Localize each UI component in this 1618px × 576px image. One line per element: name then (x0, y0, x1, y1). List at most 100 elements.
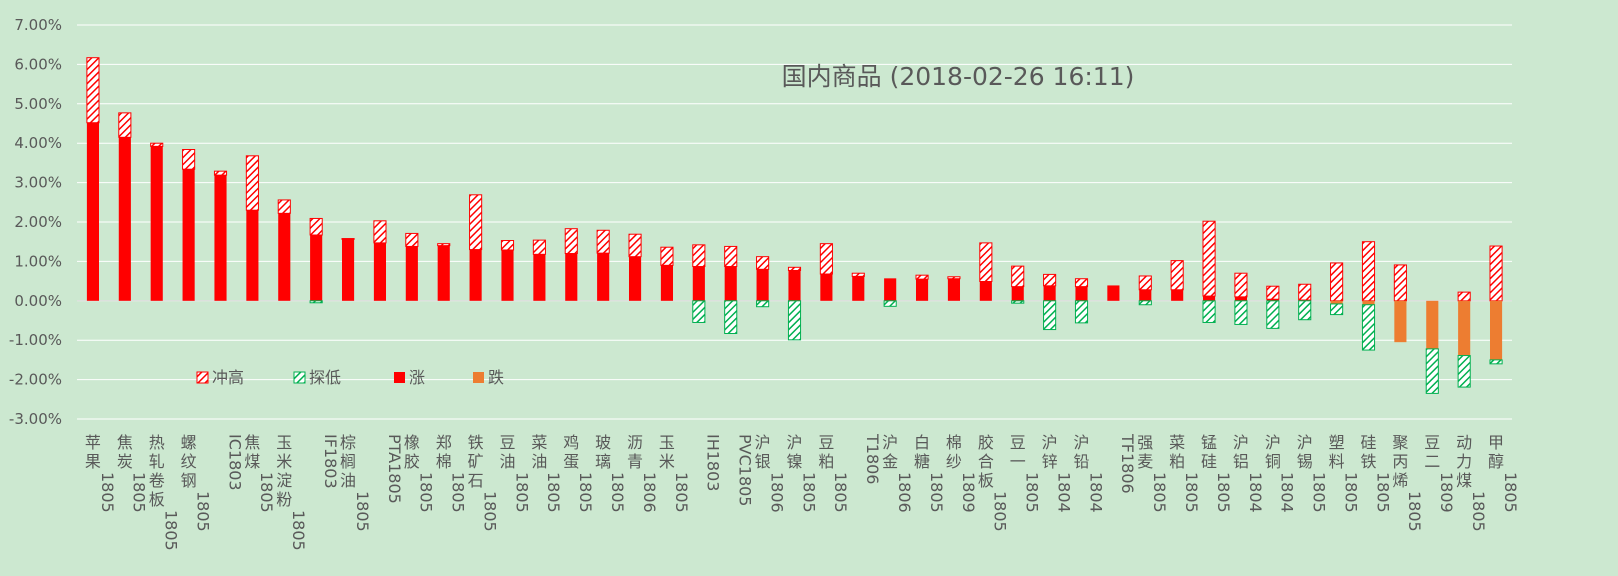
x-tick-label-code: 1805 (480, 491, 499, 532)
x-tick-label-code: 1805 (98, 472, 117, 513)
x-tick-label-code: 1805 (991, 491, 1010, 532)
x-tick-label-code: 1805 (1501, 472, 1520, 513)
x-tick-label-code: TF1806 (1118, 433, 1137, 494)
x-tick-label-code: 1805 (799, 472, 818, 513)
bar-group (532, 239, 546, 301)
bar-group (245, 155, 259, 301)
bar-group (1266, 285, 1280, 329)
bar-group (660, 246, 674, 301)
bar-spike-high (1489, 245, 1503, 302)
bar-spike-high (1298, 283, 1312, 301)
x-tick-label-code: 1805 (1373, 472, 1392, 513)
bar-spike-high (1170, 260, 1184, 291)
bars (86, 57, 1503, 394)
bar-group (1361, 241, 1376, 351)
x-tick-label: 豆油 (499, 433, 515, 471)
legend-label: 探低 (309, 368, 341, 387)
x-tick-label-code: 1805 (289, 510, 308, 551)
y-tick-label: -3.00% (9, 410, 62, 428)
bar-spike-high (118, 112, 132, 138)
x-tick-label: 螺纹钢 (181, 433, 197, 490)
bar-spike-high (245, 155, 259, 211)
bar-group (277, 199, 291, 301)
bar-spike-high (819, 243, 833, 275)
bar-rise (1202, 296, 1216, 301)
bar-rise (724, 266, 737, 301)
bar-dip-low (1330, 303, 1344, 316)
x-tick-label: 豆粕 (818, 433, 834, 471)
x-tick-label: 沪金 (882, 433, 898, 471)
bar-group (883, 278, 897, 307)
bar-group (1425, 300, 1439, 394)
bar-fall (1362, 300, 1375, 305)
x-tick-label-code: 1805 (449, 472, 468, 513)
x-tick-label: 玻璃 (595, 433, 611, 471)
bar-spike-high (532, 239, 546, 255)
bar-spike-high (341, 238, 355, 240)
y-tick-label: 7.00% (14, 16, 62, 34)
bar-spike-high (1266, 285, 1280, 300)
bar-rise (692, 266, 705, 301)
legend-item: 跌 (473, 368, 504, 387)
bar-rise (182, 169, 195, 301)
legend-item: 探低 (293, 368, 341, 387)
bar-group (373, 220, 387, 301)
bar-group (1011, 265, 1025, 304)
bar-group (150, 142, 164, 301)
bar-rise (1234, 296, 1248, 301)
bar-fall (1458, 300, 1471, 356)
bar-spike-high (1393, 264, 1407, 302)
x-tick-label: 沥青 (627, 433, 643, 471)
bar-rise (660, 265, 674, 301)
bar-dip-low (1266, 300, 1280, 329)
bar-spike-high (86, 57, 100, 124)
x-tick-label-code: T1806 (863, 433, 882, 485)
legend-item: 冲高 (196, 368, 244, 387)
bar-spike-high (1330, 262, 1344, 302)
x-tick-label: 沪铅 (1073, 433, 1089, 471)
y-tick-label: 1.00% (14, 252, 62, 270)
bar-group (1107, 285, 1120, 301)
x-tick-label: 橡胶 (404, 433, 420, 471)
bar-rise (118, 137, 131, 301)
bar-spike-high (150, 142, 164, 147)
bar-dip-low (1074, 300, 1089, 324)
x-tick-label-code: 1805 (257, 472, 276, 513)
bar-group (628, 233, 642, 301)
bar-group (819, 243, 833, 301)
bar-rise (979, 281, 992, 301)
bar-group (1457, 291, 1471, 388)
x-tick-label: 沪铜 (1265, 433, 1281, 471)
bar-group (947, 276, 961, 301)
bar-rise (310, 235, 323, 301)
x-tick-label-code: 1804 (1086, 472, 1105, 513)
x-tick-label-code: 1805 (353, 491, 372, 532)
bar-rise (150, 146, 163, 301)
x-tick-label-code: 1805 (1214, 472, 1233, 513)
x-tick-label-code: 1805 (1341, 472, 1360, 513)
bar-rise (1266, 299, 1279, 301)
x-tick-label-code: 1809 (959, 472, 978, 513)
bar-spike-high (1043, 273, 1057, 287)
bar-group (787, 266, 802, 341)
bar-group (182, 149, 196, 301)
x-tick-label: 焦炭 (117, 433, 133, 471)
bar-spike-high (213, 170, 228, 176)
y-tick-label: 0.00% (14, 292, 62, 310)
x-tick-label: 硅铁 (1360, 433, 1376, 471)
x-tick-label-code: 1805 (1023, 472, 1042, 513)
x-tick-label-code: 1806 (640, 472, 659, 513)
x-tick-label-code: 1805 (130, 472, 149, 513)
x-tick-label: 焦煤 (244, 433, 260, 471)
bar-group (213, 170, 228, 301)
bar-spike-high (1234, 272, 1248, 298)
bar-dip-low (787, 300, 802, 341)
bar-group (309, 217, 323, 304)
x-tick-label-code: PTA1805 (385, 434, 404, 504)
x-tick-label: 棉纱 (946, 433, 962, 471)
bar-rise (756, 269, 769, 301)
bar-dip-low (1361, 304, 1376, 351)
bar-spike-high (469, 194, 483, 251)
bar-rise (1043, 285, 1056, 301)
